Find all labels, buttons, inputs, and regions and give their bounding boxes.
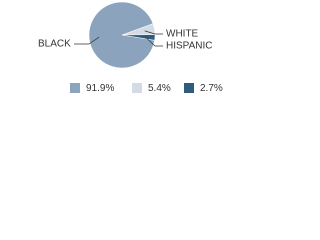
- legend-swatch: [70, 83, 80, 93]
- slice-label: HISPANIC: [166, 41, 213, 52]
- legend-swatch: [132, 83, 142, 93]
- slice-label: BLACK: [38, 39, 71, 50]
- pie-slice: [121, 34, 156, 41]
- pie-slice: [88, 1, 155, 69]
- leader-line: [144, 30, 163, 35]
- legend-label: 91.9%: [86, 83, 114, 94]
- slice-label: WHITE: [166, 29, 199, 40]
- leader-line: [74, 36, 100, 45]
- leader-line: [144, 36, 163, 47]
- legend-label: 5.4%: [148, 83, 171, 94]
- legend-swatch: [184, 83, 194, 93]
- legend-label: 2.7%: [200, 83, 223, 94]
